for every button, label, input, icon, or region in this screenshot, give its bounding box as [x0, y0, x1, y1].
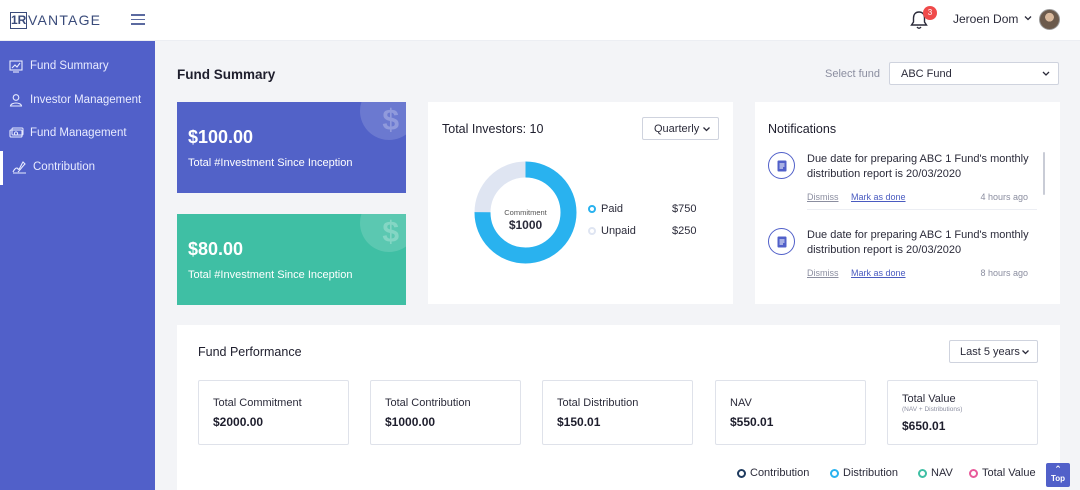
investors-title: Total Investors: 10 [442, 122, 544, 136]
metric-value: $150.01 [557, 415, 601, 429]
bell-icon[interactable] [910, 10, 928, 30]
fund-performance-panel: Fund Performance Last 5 years Total Comm… [177, 325, 1060, 490]
fund-select[interactable]: ABC Fund [889, 62, 1059, 85]
select-fund-label: Select fund [825, 68, 881, 80]
period-dropdown[interactable]: Quarterly [642, 117, 719, 140]
legend-label: Total Value [982, 467, 1036, 479]
logo[interactable]: 1R VANTAGE [10, 11, 101, 29]
stat-card-investment-secondary: $ $80.00 Total #Investment Since Incepti… [177, 214, 406, 305]
chevron-down-icon [703, 127, 710, 132]
metric-label: NAV [730, 397, 752, 409]
dismiss-link[interactable]: Dismiss [807, 268, 839, 278]
money-icon [9, 127, 24, 138]
chevron-down-icon[interactable] [1023, 13, 1033, 23]
menu-toggle-icon[interactable] [131, 14, 145, 25]
metric-value: $650.01 [902, 419, 946, 433]
legend-paid-dot [588, 205, 596, 213]
sidebar-item-label: Fund Summary [30, 60, 109, 72]
legend-unpaid-label: Unpaid [601, 225, 636, 237]
notification-text: Due date for preparing ABC 1 Fund's mont… [807, 153, 1029, 180]
mark-as-done-link[interactable]: Mark as done [851, 268, 906, 278]
stat-card-investment: $ $100.00 Total #Investment Since Incept… [177, 102, 406, 193]
stat-amount: $100.00 [188, 127, 254, 147]
legend-label: Contribution [750, 467, 810, 479]
sidebar-item-contribution[interactable]: Contribution [0, 151, 155, 185]
legend-paid-label: Paid [601, 203, 624, 215]
metric-total-contribution: Total Contribution $1000.00 [370, 380, 521, 445]
chevron-up-icon: ⌃ [1054, 464, 1062, 474]
legend-dot [830, 469, 839, 478]
logo-text: VANTAGE [28, 12, 102, 28]
legend-label: NAV [931, 467, 953, 479]
metric-value: $1000.00 [385, 415, 436, 429]
investors-panel: Total Investors: 10 Quarterly Commitment… [428, 102, 733, 304]
donut-caption: Commitment [504, 208, 547, 217]
metric-total-commitment: Total Commitment $2000.00 [198, 380, 349, 445]
dollar-icon: $ [382, 104, 399, 137]
sidebar: Fund Summary Investor Management Fund Ma… [0, 41, 155, 490]
notification-time: 8 hours ago [980, 268, 1028, 278]
sidebar-item-fund-management[interactable]: Fund Management [0, 117, 155, 151]
metric-label: Total Contribution [385, 397, 471, 409]
top-bar: 1R VANTAGE 3 Jeroen Dom [0, 0, 1080, 41]
metric-sublabel: (NAV + Distributions) [902, 406, 963, 413]
sidebar-item-label: Fund Management [30, 127, 127, 139]
divider [807, 209, 1037, 210]
user-name[interactable]: Jeroen Dom [953, 12, 1019, 26]
notification-badge: 3 [923, 6, 937, 20]
mark-as-done-link[interactable]: Mark as done [851, 192, 906, 202]
chevron-down-icon [1042, 71, 1050, 76]
sidebar-item-fund-summary[interactable]: Fund Summary [0, 50, 155, 84]
dismiss-link[interactable]: Dismiss [807, 192, 839, 202]
document-icon [768, 228, 795, 255]
stat-amount: $80.00 [188, 239, 244, 259]
notification-time: 4 hours ago [980, 192, 1028, 202]
sidebar-item-investor-management[interactable]: Investor Management [0, 84, 155, 118]
chevron-down-icon [1022, 350, 1029, 355]
user-icon [9, 94, 23, 107]
sidebar-item-label: Investor Management [30, 94, 142, 106]
top-button-label: Top [1050, 474, 1066, 483]
metric-nav: NAV $550.01 [715, 380, 866, 445]
commitment-donut-chart [474, 161, 577, 264]
metric-label: Total Value [902, 393, 956, 405]
stat-label: Total #Investment Since Inception [188, 269, 353, 281]
donut-slice-paid [474, 161, 577, 264]
avatar[interactable] [1039, 9, 1060, 30]
notifications-panel: Notifications Due date for preparing ABC… [755, 102, 1060, 304]
notifications-title: Notifications [768, 122, 837, 136]
sidebar-item-label: Contribution [33, 161, 96, 173]
period-value: Quarterly [654, 123, 700, 135]
page-title: Fund Summary [177, 67, 276, 82]
performance-title: Fund Performance [198, 345, 302, 359]
metric-total-value: Total Value (NAV + Distributions) $650.0… [887, 380, 1038, 445]
signature-icon [12, 161, 26, 174]
legend-unpaid-value: $250 [672, 225, 697, 237]
metric-value: $550.01 [730, 415, 774, 429]
range-value: Last 5 years [960, 346, 1020, 358]
metric-label: Total Commitment [213, 397, 302, 409]
document-icon [768, 152, 795, 179]
legend-dot [918, 469, 927, 478]
fund-select-value: ABC Fund [901, 68, 952, 80]
stat-label: Total #Investment Since Inception [188, 157, 353, 169]
range-dropdown[interactable]: Last 5 years [949, 340, 1038, 363]
donut-value: $1000 [508, 218, 543, 232]
legend-dot [737, 469, 746, 478]
chart-icon [9, 60, 23, 73]
logo-mark: 1R [10, 11, 27, 29]
notification-text: Due date for preparing ABC 1 Fund's mont… [807, 229, 1029, 256]
legend-unpaid-dot [588, 227, 596, 235]
metric-value: $2000.00 [213, 415, 264, 429]
dollar-icon: $ [382, 216, 399, 249]
legend-label: Distribution [843, 467, 899, 479]
scroll-to-top-button[interactable]: ⌃ Top [1046, 463, 1070, 487]
metric-total-distribution: Total Distribution $150.01 [542, 380, 693, 445]
metric-label: Total Distribution [557, 397, 639, 409]
legend-paid-value: $750 [672, 203, 697, 215]
notifications-scrollbar[interactable] [1043, 152, 1045, 195]
legend-dot [969, 469, 978, 478]
